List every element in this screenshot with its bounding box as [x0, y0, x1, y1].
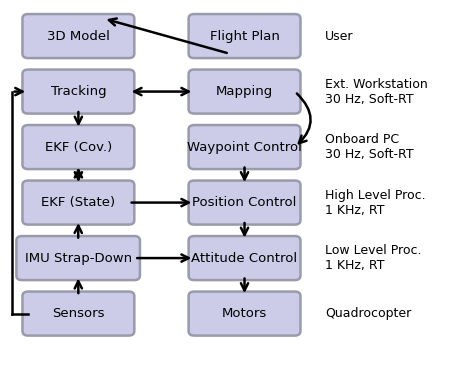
- Text: EKF (Cov.): EKF (Cov.): [45, 141, 112, 154]
- FancyBboxPatch shape: [189, 292, 300, 336]
- Text: EKF (State): EKF (State): [41, 196, 116, 209]
- Text: Position Control: Position Control: [192, 196, 297, 209]
- Text: Waypoint Control: Waypoint Control: [187, 141, 302, 154]
- Text: Flight Plan: Flight Plan: [210, 30, 279, 43]
- Text: Mapping: Mapping: [216, 85, 273, 98]
- Text: Ext. Workstation
30 Hz, Soft-RT: Ext. Workstation 30 Hz, Soft-RT: [325, 78, 428, 106]
- Text: Attitude Control: Attitude Control: [191, 252, 298, 265]
- FancyBboxPatch shape: [22, 70, 134, 114]
- FancyBboxPatch shape: [189, 236, 300, 280]
- FancyBboxPatch shape: [189, 181, 300, 225]
- Text: Tracking: Tracking: [51, 85, 106, 98]
- Text: 3D Model: 3D Model: [47, 30, 110, 43]
- Text: Sensors: Sensors: [52, 307, 105, 320]
- Text: Motors: Motors: [222, 307, 267, 320]
- FancyBboxPatch shape: [22, 14, 134, 58]
- Text: High Level Proc.
1 KHz, RT: High Level Proc. 1 KHz, RT: [325, 189, 426, 217]
- Text: User: User: [325, 30, 354, 44]
- FancyBboxPatch shape: [22, 292, 134, 336]
- FancyBboxPatch shape: [189, 14, 300, 58]
- FancyBboxPatch shape: [189, 125, 300, 169]
- Text: Onboard PC
30 Hz, Soft-RT: Onboard PC 30 Hz, Soft-RT: [325, 133, 414, 161]
- FancyBboxPatch shape: [22, 181, 134, 225]
- FancyBboxPatch shape: [22, 125, 134, 169]
- Text: Quadrocopter: Quadrocopter: [325, 307, 411, 320]
- FancyBboxPatch shape: [189, 70, 300, 114]
- Text: IMU Strap-Down: IMU Strap-Down: [25, 252, 132, 265]
- Text: Low Level Proc.
1 KHz, RT: Low Level Proc. 1 KHz, RT: [325, 244, 422, 272]
- FancyBboxPatch shape: [16, 236, 140, 280]
